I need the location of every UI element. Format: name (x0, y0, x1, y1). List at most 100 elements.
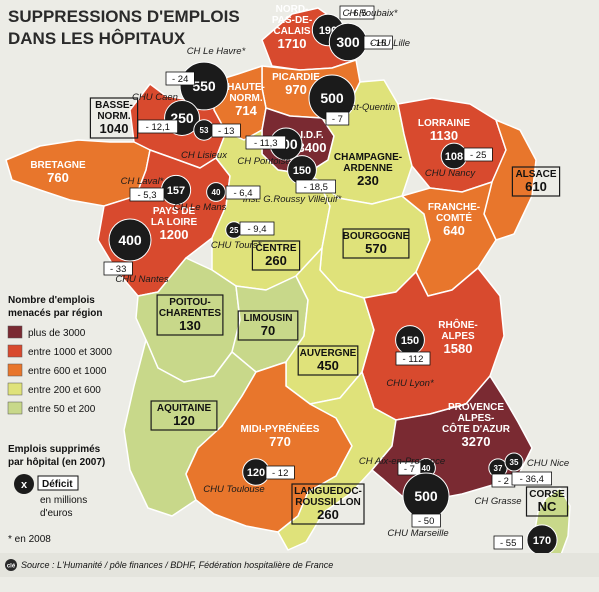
region-name-alsace-0: ALSACE (515, 169, 556, 180)
legend-label-2: entre 600 et 1000 (28, 366, 107, 377)
hospital-deficit-nancy: - 25 (470, 150, 486, 161)
hospital-count-ajaccio: 170 (533, 535, 551, 547)
hospital-deficit-box-tours (239, 221, 275, 236)
hospital-lehavre: 550 - 24 CH Le Havre* (165, 46, 246, 111)
region-value-rhone: 1580 (444, 341, 473, 356)
region-value-hnormandie: 714 (235, 103, 257, 118)
hospital-count-nantes: 400 (118, 232, 142, 248)
region-value-alsace: 610 (525, 179, 547, 194)
hospital-laval: 157 - 5,3 CH Laval* (121, 174, 192, 206)
title-line-2: DANS LES HÔPITAUX (8, 29, 186, 48)
region-value-corse: NC (538, 499, 557, 514)
hospital-count-laval: 157 (167, 185, 185, 197)
legend-swatch-0 (7, 325, 23, 339)
region-value-midi: 770 (269, 434, 291, 449)
region-name-nord-2: CALAIS (273, 26, 311, 37)
legend-item-2: entre 600 et 1000 (7, 363, 107, 377)
region-value-paca: 3270 (462, 434, 491, 449)
region-box-auvergne (297, 345, 359, 376)
hospital-deficit-tours: - 9,4 (247, 224, 266, 235)
region-name-corse-0: CORSE (529, 489, 565, 500)
hospital-name-roubaix: CH Roubaix* (343, 8, 398, 19)
legend-deficit-box (37, 475, 79, 491)
region-name-bourgogne-0: BOURGOGNE (343, 231, 410, 242)
hospital-count-villejuif: 150 (293, 165, 311, 177)
hospital-deficit-marseille: - 50 (418, 516, 434, 527)
hospital-deficit-box-laval (129, 187, 165, 202)
legend-heading-1: Nombre d'emplois (8, 295, 95, 306)
region-name-nord-1: PAS-DE- (272, 15, 312, 26)
hospital-deficit-box-ajaccio (493, 535, 523, 550)
hospital-name-marseille: CHU Marseille (387, 528, 448, 539)
legend-footnote: * en 2008 (8, 534, 51, 545)
region-name-nord-0: NORD- (276, 4, 309, 15)
hospital-count-lemans: 40 (212, 188, 221, 197)
hospital-deficit-box-nancy (463, 147, 493, 162)
hospital-nice: 35- 36,4 CHU Nice (504, 452, 569, 486)
source-line: clé Source : L'Humanité / pôle finances … (0, 553, 599, 577)
region-label-idf: I.D.F.3400 (298, 130, 327, 155)
hospital-deficit-box-stquentin (325, 111, 350, 126)
hospital-deficit-caen: - 12,1 (146, 122, 170, 133)
region-name-poitou-0: POITOU- (169, 297, 210, 308)
hospital-name-lille: CHU Lille (370, 38, 410, 49)
region-box-bourgogne (342, 228, 410, 259)
region-name-lorraine-0: LORRAINE (418, 118, 471, 129)
region-value-bourgogne: 570 (365, 241, 387, 256)
region-name-franche-0: FRANCHE- (428, 202, 480, 213)
hospital-name-nancy: CHU Nancy (425, 168, 476, 179)
hospital-count-grasse: 37 (494, 464, 503, 473)
hospital-name-nice: CHU Nice (527, 458, 569, 469)
region-shape-languedoc (277, 371, 397, 551)
hospital-deficit-nantes: - 33 (110, 264, 126, 275)
region-name-rhone-1: ALPES (441, 331, 475, 342)
legend-label-4: entre 50 et 200 (28, 404, 96, 415)
hospital-deficit-box-lehavre (165, 71, 195, 86)
region-value-pdl: 1200 (160, 227, 189, 242)
hospital-circle-nantes (108, 218, 152, 262)
source-badge-label: clé (7, 564, 16, 570)
hospital-deficit-box-toulouse (265, 465, 295, 480)
hospital-count-aix: 40 (422, 464, 431, 473)
hospital-deficit-box-aix (397, 461, 422, 476)
region-name-paca-0: PROVENCE (448, 402, 504, 413)
region-name-poitou-1: CHARENTES (159, 308, 222, 319)
hospital-circle-nice (504, 452, 524, 472)
hospital-grasse: 37 - 2 CH Grasse (475, 458, 521, 507)
legend-swatch-3 (7, 382, 23, 396)
hospital-deficit-pontoise: - 11,3 (254, 138, 278, 149)
region-value-bnormandie: 1040 (100, 121, 129, 136)
hospital-name-caen: CHU Caen (132, 92, 178, 103)
hospital-deficit-box-pontoise (245, 135, 286, 150)
source-band (0, 553, 599, 577)
legend-item-0: plus de 3000 (7, 325, 86, 339)
region-name-champagne-1: ARDENNE (343, 163, 393, 174)
legend-heading-2: menacés par région (8, 308, 102, 319)
hospital-deficit-lisieux: - 13 (218, 126, 234, 137)
hospital-count-toulouse: 120 (247, 467, 265, 479)
hospital-deficit-box-nantes (103, 261, 133, 276)
hospital-deficit-box-marseille (411, 513, 441, 528)
hospital-count-lyon: 150 (401, 335, 419, 347)
region-name-idf-0: I.D.F. (300, 130, 324, 141)
hospital-count-lisieux: 53 (200, 126, 209, 135)
hospital-tours: 25 - 9,4 CHU Tours* (211, 221, 275, 251)
region-box-poitou (156, 294, 224, 336)
hospital-name-toulouse: CHU Toulouse (203, 484, 264, 495)
region-name-limousin-0: LIMOUSIN (244, 313, 293, 324)
region-name-languedoc-0: LANGUEDOC- (294, 486, 362, 497)
region-value-idf: 3400 (298, 140, 327, 155)
hospital-deficit-lemans: - 6,4 (233, 188, 252, 199)
legend-circle-label: x (21, 479, 28, 491)
region-name-pdl-1: LA LOIRE (151, 217, 198, 228)
region-labels: NORD-PAS-DE-CALAIS1710PICARDIE970HAUTE-N… (30, 4, 569, 525)
